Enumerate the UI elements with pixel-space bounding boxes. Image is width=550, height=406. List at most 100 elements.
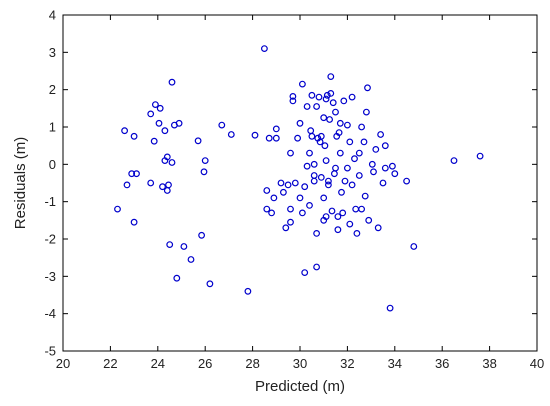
data-point	[206, 280, 214, 288]
data-point	[180, 243, 188, 250]
data-point	[263, 205, 271, 213]
data-point	[320, 114, 328, 122]
data-point	[374, 224, 382, 232]
y-tick-label: 4	[49, 8, 56, 23]
x-tick-label: 38	[482, 356, 496, 371]
data-point	[325, 177, 332, 185]
axis-ticks	[62, 14, 538, 352]
data-point	[320, 194, 328, 202]
data-point	[381, 142, 389, 150]
data-point	[332, 108, 339, 116]
data-point	[147, 179, 155, 187]
data-point	[348, 181, 356, 189]
data-point	[339, 209, 347, 217]
data-point	[379, 179, 387, 187]
data-point	[268, 209, 276, 217]
data-point	[244, 287, 252, 295]
data-point	[289, 92, 297, 100]
data-point	[353, 229, 361, 237]
data-point	[346, 220, 354, 228]
data-point	[386, 304, 394, 312]
data-point	[315, 93, 323, 101]
data-point	[287, 149, 294, 157]
data-point	[307, 127, 315, 135]
data-point	[303, 103, 311, 110]
data-point	[363, 108, 370, 116]
y-tick-label: -5	[44, 344, 56, 359]
data-point	[331, 170, 338, 178]
data-point	[361, 192, 369, 200]
data-point	[336, 149, 344, 157]
data-point	[332, 164, 339, 172]
data-point	[161, 127, 169, 135]
data-point	[321, 142, 329, 150]
data-point	[336, 119, 344, 127]
y-tick-label: 1	[49, 120, 56, 135]
data-point	[272, 134, 280, 142]
data-point	[325, 181, 332, 189]
data-point	[410, 243, 418, 250]
data-point	[277, 179, 285, 187]
data-point	[306, 201, 313, 209]
data-point	[326, 116, 334, 123]
data-point	[168, 159, 176, 166]
data-point	[341, 177, 349, 185]
data-point	[381, 164, 389, 172]
y-tick-label: -4	[44, 306, 56, 321]
data-point	[128, 170, 136, 178]
data-point	[291, 179, 299, 187]
x-tick-label: 30	[293, 356, 307, 371]
data-point	[364, 84, 371, 92]
data-point	[344, 121, 351, 129]
data-point	[303, 162, 311, 170]
data-point	[296, 194, 304, 202]
data-point	[306, 149, 313, 157]
data-point	[166, 241, 174, 249]
data-point	[308, 132, 316, 140]
data-point	[263, 187, 271, 194]
data-point	[284, 181, 292, 189]
data-point	[322, 213, 330, 221]
data-point	[313, 229, 321, 237]
data-point	[121, 127, 128, 135]
data-point	[317, 132, 325, 140]
x-tick-label: 28	[245, 356, 259, 371]
data-point	[355, 149, 363, 157]
data-point	[344, 164, 351, 172]
data-point	[329, 99, 337, 107]
data-point	[147, 110, 155, 118]
data-point	[227, 131, 235, 138]
data-point	[358, 205, 366, 213]
data-point	[133, 170, 140, 178]
data-point	[334, 226, 342, 234]
plot-frame	[62, 14, 538, 352]
x-tick-label: 36	[435, 356, 449, 371]
data-point	[358, 123, 366, 131]
data-point	[198, 231, 206, 239]
data-point	[313, 103, 321, 110]
data-point	[372, 145, 380, 153]
x-tick-label: 32	[340, 356, 354, 371]
data-point	[310, 177, 318, 185]
data-point	[159, 183, 166, 191]
data-point	[261, 45, 268, 52]
data-point	[218, 121, 226, 129]
data-point	[310, 172, 318, 179]
data-point	[156, 104, 164, 112]
data-point	[338, 188, 345, 196]
data-point	[280, 188, 287, 196]
data-point	[322, 95, 330, 103]
data-point	[450, 157, 458, 165]
data-point	[355, 172, 363, 179]
data-point	[251, 131, 259, 139]
x-tick-label: 20	[56, 356, 70, 371]
data-point	[272, 125, 280, 133]
data-point	[476, 152, 484, 160]
y-tick-label: -3	[44, 269, 56, 284]
data-point	[365, 216, 373, 224]
data-point	[187, 256, 195, 263]
data-point	[282, 224, 290, 232]
data-point	[351, 155, 358, 163]
